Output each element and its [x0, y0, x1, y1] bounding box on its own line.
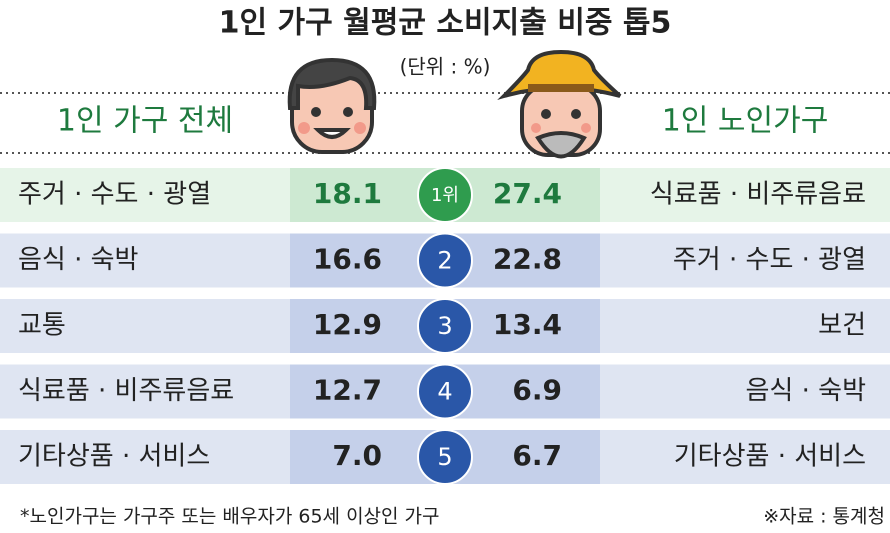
right-value: 27.4 — [493, 177, 562, 210]
footnote: *노인가구는 가구주 또는 배우자가 65세 이상인 가구 — [20, 506, 440, 528]
left-header: 1인 가구 전체 — [57, 104, 233, 139]
rank: 4 — [437, 378, 452, 406]
left-value: 16.6 — [313, 243, 382, 276]
rank-badge — [417, 429, 473, 485]
young-face-icon — [287, 57, 377, 154]
left-value: 12.7 — [313, 374, 382, 407]
rank-badge — [417, 363, 473, 420]
right-value: 13.4 — [493, 308, 562, 341]
unit: (단위 : %) — [400, 55, 491, 79]
rank: 3 — [437, 312, 452, 340]
right-value: 6.9 — [512, 374, 562, 407]
elderly-face-icon — [497, 49, 622, 159]
left-item: 음식 · 숙박 — [18, 245, 138, 275]
rank-badge — [417, 167, 473, 223]
left-value: 7.0 — [332, 439, 382, 472]
right-header: 1인 노인가구 — [662, 104, 829, 139]
right-item: 기타상품 · 서비스 — [674, 442, 866, 472]
left-value: 12.9 — [313, 308, 382, 341]
rank: 1위 — [431, 185, 459, 206]
left-item: 교통 — [18, 311, 66, 341]
rank: 5 — [437, 443, 452, 471]
right-item: 보건 — [818, 311, 866, 341]
right-item: 음식 · 숙박 — [746, 376, 866, 406]
left-item: 식료품 · 비주류음료 — [18, 376, 234, 406]
right-item: 주거 · 수도 · 광열 — [673, 245, 866, 275]
right-value: 6.7 — [512, 439, 562, 472]
rank-badge — [417, 232, 473, 289]
source: ※자료 : 통계청 — [763, 506, 885, 528]
left-item: 기타상품 · 서비스 — [18, 442, 210, 472]
rank: 2 — [437, 247, 452, 275]
left-item: 주거 · 수도 · 광열 — [18, 180, 211, 210]
right-item: 식료품 · 비주류음료 — [650, 180, 866, 210]
rank-badge — [417, 298, 473, 354]
title: 1인 가구 월평균 소비지출 비중 톱5 — [219, 6, 672, 41]
left-value: 18.1 — [313, 177, 382, 210]
right-value: 22.8 — [493, 243, 562, 276]
